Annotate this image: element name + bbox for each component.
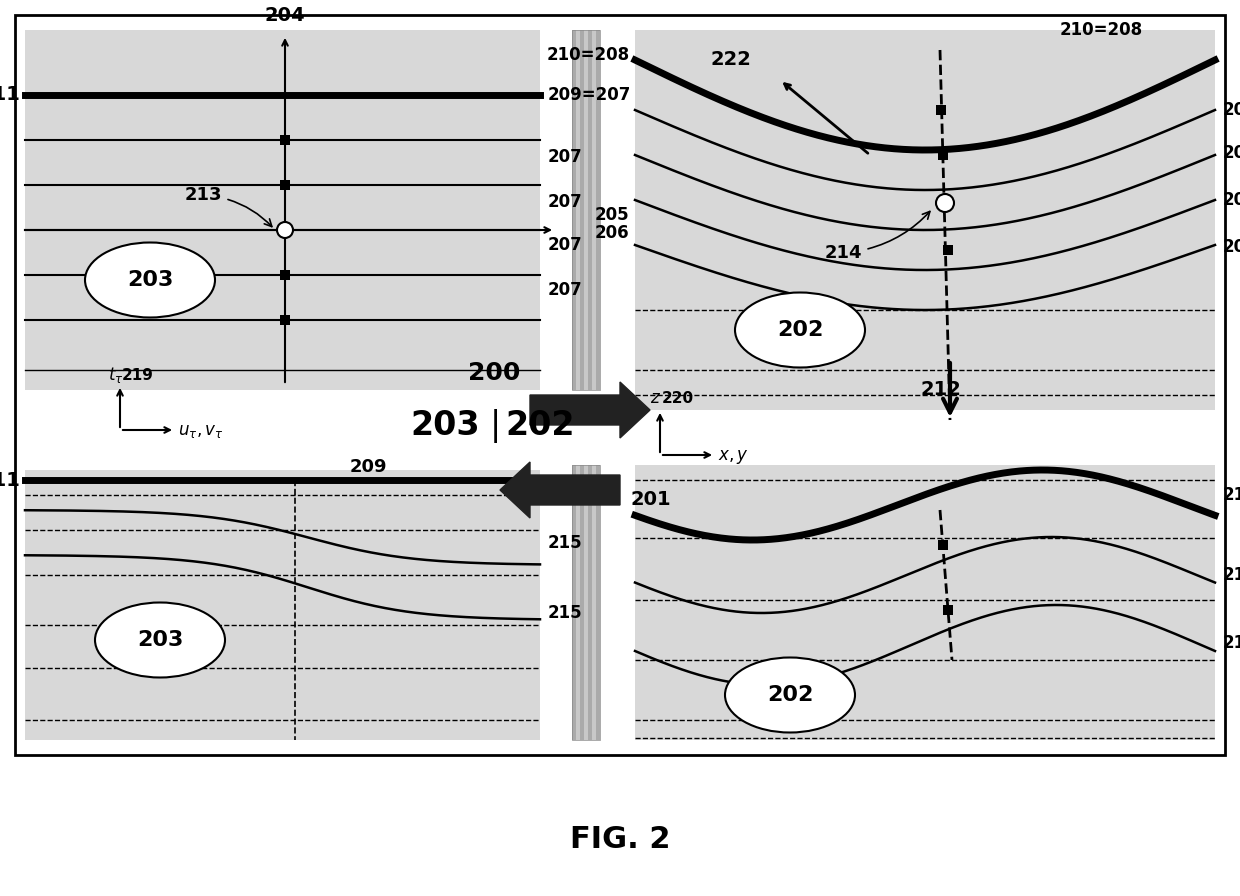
Text: 210=208: 210=208 xyxy=(547,46,630,64)
Text: 202: 202 xyxy=(776,320,823,340)
Bar xyxy=(580,465,584,740)
Ellipse shape xyxy=(735,292,866,367)
Bar xyxy=(572,30,600,390)
Bar xyxy=(572,465,577,740)
Bar xyxy=(596,465,600,740)
Ellipse shape xyxy=(725,658,856,733)
Bar xyxy=(280,180,290,190)
Text: 210=208: 210=208 xyxy=(1060,21,1143,39)
Text: 220: 220 xyxy=(662,391,694,406)
Bar xyxy=(15,15,1225,755)
Text: 204: 204 xyxy=(264,6,305,25)
Bar xyxy=(942,605,954,615)
Bar xyxy=(591,30,596,390)
Text: 203: 203 xyxy=(136,630,184,650)
Bar xyxy=(635,465,1215,740)
Bar xyxy=(572,30,577,390)
Text: 208: 208 xyxy=(1223,101,1240,119)
Text: 214: 214 xyxy=(825,211,930,262)
Bar xyxy=(280,135,290,145)
Bar xyxy=(596,30,600,390)
Bar xyxy=(25,470,539,740)
Circle shape xyxy=(936,194,954,212)
Polygon shape xyxy=(529,382,650,438)
Text: 202: 202 xyxy=(505,409,574,442)
Bar xyxy=(580,30,584,390)
Text: 208: 208 xyxy=(1223,191,1240,209)
Text: 207: 207 xyxy=(548,193,583,211)
Text: 222: 222 xyxy=(711,50,751,69)
Text: 209=207: 209=207 xyxy=(548,86,631,104)
Text: 207: 207 xyxy=(548,281,583,299)
Bar xyxy=(280,225,290,235)
Text: 216: 216 xyxy=(1223,566,1240,584)
Bar xyxy=(577,30,580,390)
Text: 206: 206 xyxy=(595,224,630,242)
Text: 210=218: 210=218 xyxy=(1223,486,1240,504)
Bar xyxy=(577,465,580,740)
Ellipse shape xyxy=(86,243,215,317)
Bar xyxy=(941,195,951,205)
Text: 215: 215 xyxy=(548,534,583,552)
Text: $t_\tau$: $t_\tau$ xyxy=(108,365,124,385)
Bar xyxy=(937,150,949,160)
Bar xyxy=(588,465,591,740)
Text: 208: 208 xyxy=(1223,238,1240,256)
Text: 211: 211 xyxy=(0,85,20,105)
Text: FIG. 2: FIG. 2 xyxy=(569,825,671,855)
Polygon shape xyxy=(500,462,620,518)
Text: $z$: $z$ xyxy=(650,389,661,407)
Text: |: | xyxy=(490,409,501,443)
Bar xyxy=(280,315,290,325)
Text: 205: 205 xyxy=(595,206,630,224)
Bar xyxy=(635,30,1215,410)
Text: 201: 201 xyxy=(630,490,671,509)
Text: 212: 212 xyxy=(920,380,961,399)
Bar xyxy=(588,30,591,390)
Text: 209: 209 xyxy=(350,458,387,476)
Text: 200: 200 xyxy=(467,361,520,385)
Bar xyxy=(572,465,600,740)
Text: 203: 203 xyxy=(410,409,480,442)
Bar xyxy=(584,465,588,740)
Text: $u_\tau, v_\tau$: $u_\tau, v_\tau$ xyxy=(179,422,223,440)
Text: 213: 213 xyxy=(185,186,272,227)
Text: 203: 203 xyxy=(126,270,174,290)
Text: 202: 202 xyxy=(766,685,813,705)
Text: 207: 207 xyxy=(548,148,583,166)
Bar xyxy=(937,540,949,550)
Text: 211: 211 xyxy=(0,470,20,489)
Text: 215: 215 xyxy=(548,604,583,622)
Circle shape xyxy=(277,222,293,238)
Text: 216: 216 xyxy=(1223,634,1240,652)
Bar xyxy=(591,465,596,740)
Text: 208: 208 xyxy=(1223,144,1240,162)
Text: 219: 219 xyxy=(122,368,154,383)
Text: $x, y$: $x, y$ xyxy=(718,448,749,466)
Bar xyxy=(280,270,290,280)
Bar xyxy=(25,30,539,390)
Bar xyxy=(936,105,946,115)
Text: 207: 207 xyxy=(548,236,583,254)
Ellipse shape xyxy=(95,602,224,677)
Bar xyxy=(942,245,954,255)
Bar xyxy=(584,30,588,390)
